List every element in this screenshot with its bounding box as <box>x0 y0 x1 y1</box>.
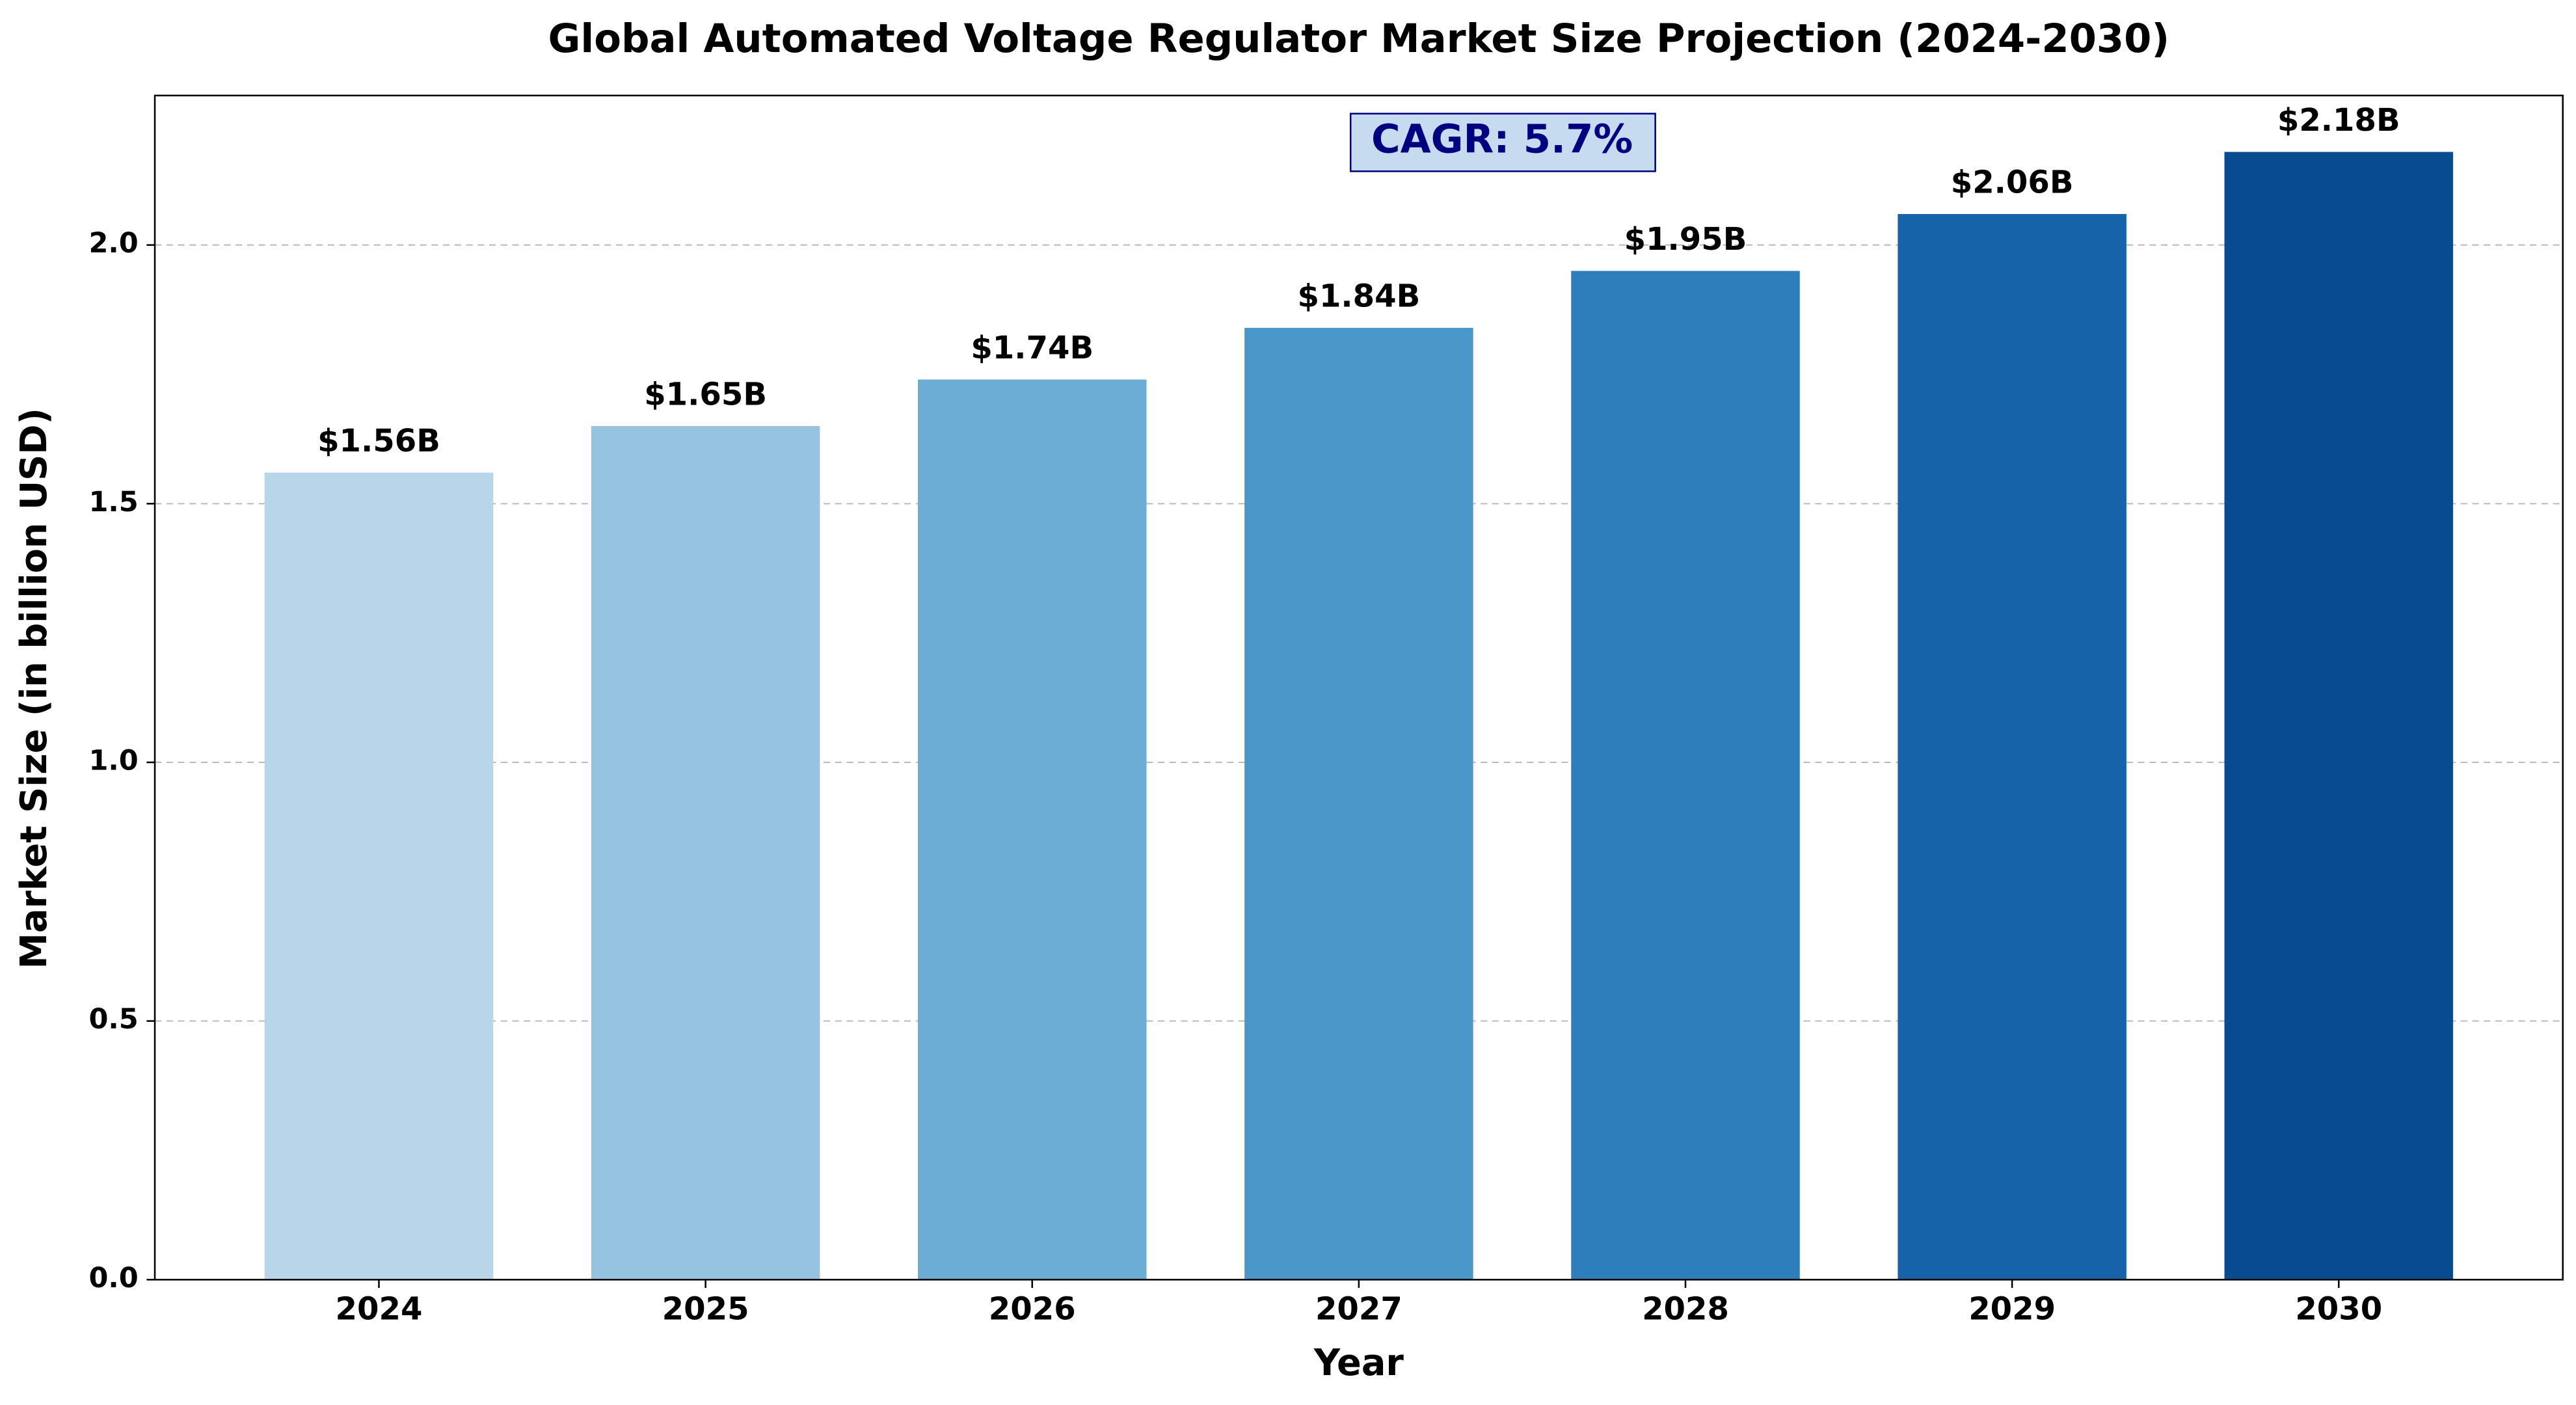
y-tick-label: 2.0 <box>88 227 138 260</box>
data-label: $1.95B <box>1624 221 1747 258</box>
bar <box>2224 152 2454 1280</box>
data-label: $1.65B <box>644 376 767 412</box>
x-tick-label: 2026 <box>989 1291 1076 1327</box>
axes-frame <box>154 94 2564 1281</box>
y-tick-label: 1.5 <box>88 486 138 518</box>
y-tick-label: 1.0 <box>88 745 138 777</box>
bar <box>1571 271 1800 1280</box>
bar <box>1244 327 1473 1280</box>
x-tick-label: 2025 <box>662 1291 749 1327</box>
x-axis-label: Year <box>1313 1342 1404 1384</box>
annotation-box <box>1349 113 1656 172</box>
bar <box>264 472 494 1280</box>
data-label: $1.84B <box>1297 278 1420 314</box>
bar <box>1898 213 2127 1280</box>
y-tick-label: 0.5 <box>88 1003 138 1036</box>
bar <box>917 379 1147 1280</box>
annotation: CAGR: 5.7% <box>1371 116 1633 162</box>
chart-title: Global Automated Voltage Regulator Marke… <box>548 16 2170 62</box>
data-label: $1.56B <box>317 423 440 459</box>
bar <box>591 426 820 1280</box>
data-label: $2.18B <box>2277 102 2400 139</box>
x-tick-label: 2028 <box>1642 1291 1729 1327</box>
y-axis-label: Market Size (in billion USD) <box>13 408 55 969</box>
y-tick-label: 0.0 <box>88 1262 138 1294</box>
x-tick-label: 2029 <box>1968 1291 2056 1327</box>
data-label: $2.06B <box>1951 164 2074 200</box>
x-tick-label: 2024 <box>336 1291 423 1327</box>
data-label: $1.74B <box>971 330 1093 366</box>
x-tick-label: 2030 <box>2295 1291 2382 1327</box>
x-tick-label: 2027 <box>1315 1291 1402 1327</box>
